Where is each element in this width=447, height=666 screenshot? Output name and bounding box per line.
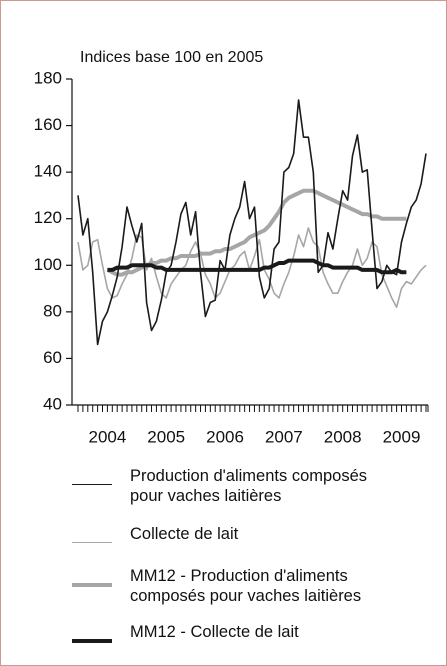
x-tick-label: 2005 xyxy=(147,427,185,446)
y-tick-label: 120 xyxy=(34,208,62,227)
series-line xyxy=(77,99,427,346)
x-tick-label: 2007 xyxy=(265,427,303,446)
y-tick-label: 60 xyxy=(43,348,62,367)
legend-swatch xyxy=(72,542,112,544)
chart-title: Indices base 100 en 2005 xyxy=(80,49,263,66)
legend-label: MM12 - Collecte de lait xyxy=(130,623,299,641)
chart: Indices base 100 en 2005 40 60 80 100 120 140… xyxy=(34,49,429,446)
legend-swatch xyxy=(72,583,112,587)
series-line xyxy=(107,258,407,275)
legend-label: Collecte de lait xyxy=(130,525,239,543)
x-tick-label: 2004 xyxy=(88,427,126,446)
y-tick-label: 40 xyxy=(43,394,62,413)
legend-swatch xyxy=(72,484,112,486)
x-tick-label: 2008 xyxy=(324,427,362,446)
y-tick-label: 100 xyxy=(34,255,62,274)
legend-label: Production d'aliments composés pour vach… xyxy=(130,467,368,505)
x-tick-label: 2006 xyxy=(206,427,244,446)
y-tick-label: 180 xyxy=(34,68,62,87)
legend-label: MM12 - Production d'aliments composés po… xyxy=(130,567,362,605)
legend-swatch xyxy=(72,639,112,643)
y-tick-label: 160 xyxy=(34,115,62,134)
y-tick-label: 80 xyxy=(43,301,62,320)
y-tick-label: 140 xyxy=(34,162,62,181)
x-tick-label: 2009 xyxy=(383,427,421,446)
